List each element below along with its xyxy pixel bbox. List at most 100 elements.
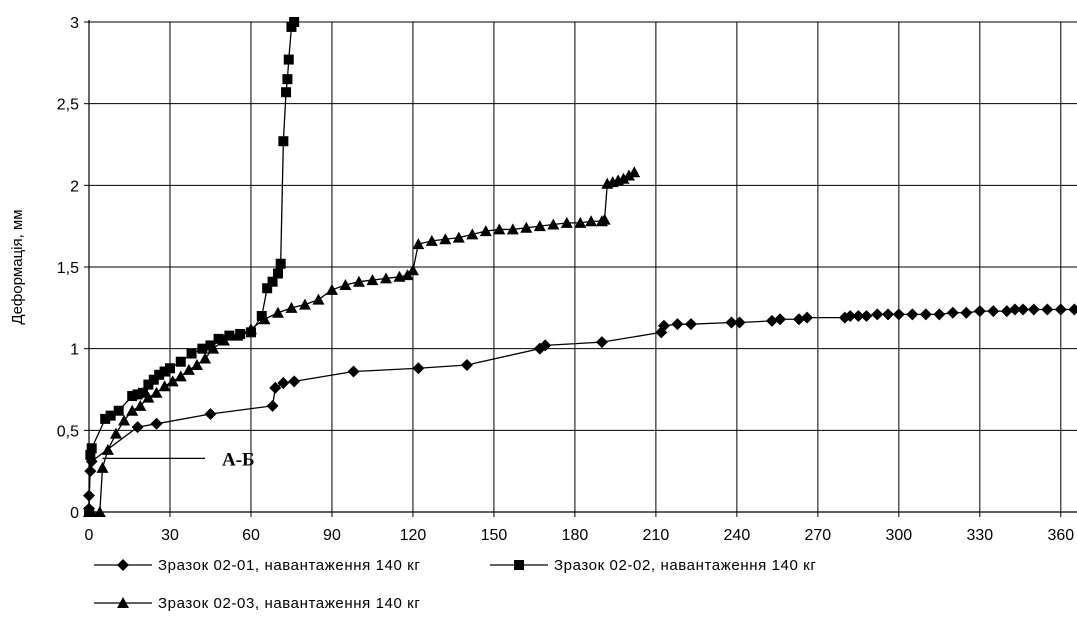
data-point-series-3	[466, 228, 479, 240]
data-point-series-1	[1041, 303, 1054, 316]
data-point-series-1	[1027, 303, 1040, 316]
y-tick-label: 3	[70, 15, 79, 32]
data-point-series-3	[574, 216, 587, 228]
data-point-series-1	[960, 306, 973, 319]
data-point-series-2	[281, 87, 292, 98]
x-axis-ticks: 0 30 60 90 120 150 180 210 240 270 300 330 360	[85, 512, 1074, 544]
data-point-series-2	[283, 54, 294, 65]
data-point-series-3	[325, 283, 338, 295]
series-2	[84, 17, 300, 517]
data-point-series-2	[224, 330, 235, 341]
data-point-series-3	[560, 216, 573, 228]
data-point-series-1	[1008, 303, 1021, 316]
y-tick-label: 0	[70, 505, 79, 522]
data-point-series-3	[598, 213, 611, 225]
data-point-series-3	[158, 380, 171, 392]
data-point-series-1	[269, 381, 282, 394]
data-point-series-1	[1017, 303, 1030, 316]
data-point-series-3	[406, 264, 419, 276]
data-point-series-2	[159, 366, 170, 377]
x-tick-label: 150	[481, 527, 508, 544]
data-point-series-3	[207, 342, 220, 354]
axes	[88, 20, 1077, 513]
data-point-series-3	[547, 218, 560, 230]
data-point-series-2	[132, 389, 143, 400]
data-point-series-2	[213, 333, 224, 344]
x-tick-label: 0	[85, 527, 94, 544]
data-point-series-3	[85, 506, 98, 517]
y-axis-label: Деформація, мм	[9, 209, 26, 324]
data-point-series-1	[657, 319, 670, 332]
data-point-series-2	[85, 449, 96, 460]
data-point-series-2	[154, 369, 165, 380]
data-point-series-3	[199, 352, 212, 364]
data-point-series-3	[617, 172, 630, 184]
legend-label-2: Зразок 02-02, навантаження 140 кг	[554, 557, 816, 574]
data-point-series-3	[182, 363, 195, 375]
x-tick-label: 330	[966, 527, 993, 544]
data-point-series-2	[175, 356, 186, 367]
series-3	[83, 166, 641, 517]
series-1	[83, 303, 1077, 515]
data-point-series-1	[150, 417, 163, 430]
data-point-series-3	[312, 293, 325, 305]
data-point-series-1	[933, 308, 946, 321]
x-tick-label: 180	[562, 527, 589, 544]
data-point-series-2	[282, 74, 293, 85]
legend: Зразок 02-01, навантаження 140 кг Зразок …	[94, 557, 816, 612]
data-point-series-3	[439, 233, 452, 245]
data-point-series-2	[137, 387, 148, 398]
data-point-series-1	[1000, 305, 1013, 318]
data-point-series-2	[278, 136, 289, 147]
data-point-series-3	[425, 234, 438, 246]
grid-lines	[89, 21, 1077, 512]
data-point-series-1	[412, 362, 425, 375]
data-point-series-2	[275, 258, 286, 269]
data-point-series-3	[379, 272, 392, 284]
data-point-series-3	[258, 313, 271, 325]
data-point-series-3	[101, 443, 114, 455]
legend-marker-3	[117, 597, 129, 608]
data-point-series-3	[93, 506, 106, 517]
data-point-series-2	[262, 283, 273, 294]
data-point-series-3	[217, 334, 230, 346]
data-point-series-1	[882, 308, 895, 321]
x-tick-label: 120	[400, 527, 427, 544]
y-tick-label: 0,5	[57, 423, 79, 440]
data-point-series-1	[946, 306, 959, 319]
data-point-series-2	[86, 443, 97, 454]
data-point-series-2	[148, 374, 159, 385]
data-point-series-2	[143, 379, 154, 390]
data-point-series-1	[277, 376, 290, 389]
data-point-series-1	[204, 408, 217, 420]
data-point-series-2	[186, 348, 197, 359]
data-point-series-1	[725, 316, 738, 329]
data-point-series-3	[244, 323, 257, 335]
data-point-series-1	[774, 313, 787, 326]
data-point-series-3	[118, 414, 131, 426]
data-point-series-2	[164, 363, 175, 374]
legend-marker-2	[514, 560, 524, 570]
data-point-series-3	[628, 166, 641, 178]
data-point-series-2	[256, 311, 267, 321]
data-point-series-1	[852, 310, 865, 322]
data-point-series-3	[493, 223, 506, 235]
data-point-series-1	[801, 311, 814, 324]
data-point-series-2	[100, 413, 111, 424]
y-axis-ticks: 0 0,5 1 1,5 2 2,5 3	[57, 15, 89, 522]
data-point-series-1	[266, 399, 279, 412]
annotation-layer: А-Б	[102, 449, 255, 470]
series-layer	[83, 17, 1077, 517]
data-point-series-3	[271, 306, 284, 318]
legend-label-1: Зразок 02-01, навантаження 140 кг	[158, 557, 420, 574]
data-point-series-1	[973, 305, 986, 318]
data-point-series-3	[166, 375, 179, 387]
data-point-series-2	[267, 276, 278, 287]
data-point-series-3	[285, 301, 298, 313]
x-tick-label: 30	[161, 527, 179, 544]
data-point-series-3	[174, 370, 187, 382]
legend-item-1: Зразок 02-01, навантаження 140 кг	[94, 557, 420, 574]
data-point-series-3	[190, 359, 203, 370]
data-point-series-2	[127, 391, 138, 402]
